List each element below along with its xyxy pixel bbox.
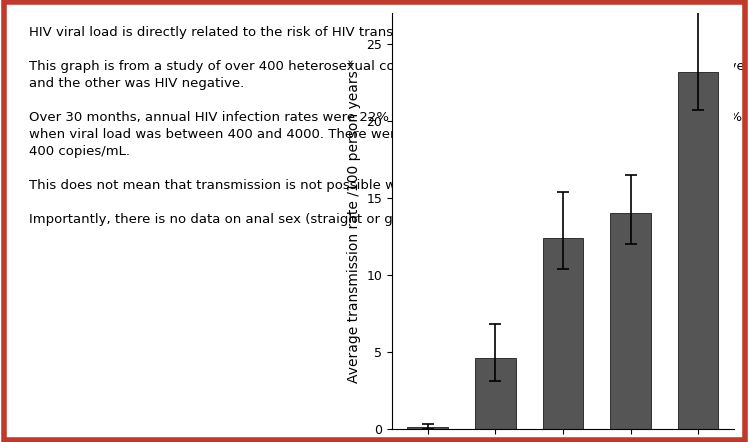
Bar <box>407 427 448 429</box>
Bar <box>542 238 583 429</box>
Bar <box>610 213 651 429</box>
Bar <box>678 72 718 429</box>
Bar <box>475 358 515 429</box>
Y-axis label: Average transmission rate /100 person years *: Average transmission rate /100 person ye… <box>347 59 361 383</box>
Text: HIV viral load is directly related to the risk of HIV transmission.

This graph : HIV viral load is directly related to th… <box>29 26 745 226</box>
